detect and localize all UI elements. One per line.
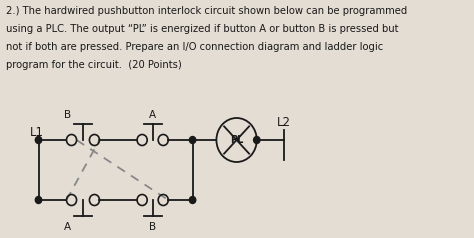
Text: A: A bbox=[64, 222, 72, 232]
Circle shape bbox=[190, 197, 196, 203]
Circle shape bbox=[35, 197, 42, 203]
Circle shape bbox=[35, 137, 42, 144]
Text: A: A bbox=[149, 110, 156, 120]
Text: not if both are pressed. Prepare an I/O connection diagram and ladder logic: not if both are pressed. Prepare an I/O … bbox=[7, 42, 383, 52]
Text: B: B bbox=[149, 222, 156, 232]
Text: L2: L2 bbox=[277, 116, 292, 129]
Circle shape bbox=[254, 137, 260, 144]
Text: 2.) The hardwired pushbutton interlock circuit shown below can be programmed: 2.) The hardwired pushbutton interlock c… bbox=[7, 6, 408, 16]
Text: B: B bbox=[64, 110, 72, 120]
Text: L1: L1 bbox=[30, 126, 44, 139]
Text: program for the circuit.  (20 Points): program for the circuit. (20 Points) bbox=[7, 60, 182, 70]
Text: using a PLC. The output “PL” is energized if button A or button B is pressed but: using a PLC. The output “PL” is energize… bbox=[7, 24, 399, 34]
Text: PL: PL bbox=[230, 135, 243, 145]
Circle shape bbox=[190, 137, 196, 144]
